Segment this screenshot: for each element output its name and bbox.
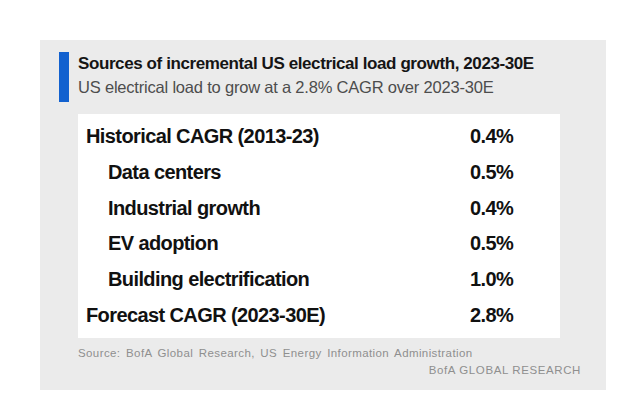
row-label: Historical CAGR (2013-23) [78,125,470,148]
exhibit-title: Sources of incremental US electrical loa… [78,52,534,76]
table-row: EV adoption0.5% [78,226,560,262]
row-label: Industrial growth [78,197,470,220]
row-value: 0.4% [470,197,560,220]
row-value: 0.4% [470,125,560,148]
table-row: Data centers0.5% [78,155,560,191]
table-row: Historical CAGR (2013-23)0.4% [78,119,560,155]
source-note: Source: BofA Global Research, US Energy … [78,347,473,359]
exhibit-header: Sources of incremental US electrical loa… [59,52,534,102]
row-label: Building electrification [78,268,470,291]
row-label: Data centers [78,161,470,184]
cagr-table: Historical CAGR (2013-23)0.4%Data center… [78,114,560,338]
exhibit-subtitle: US electrical load to grow at a 2.8% CAG… [78,76,534,99]
row-label: Forecast CAGR (2023-30E) [78,304,470,327]
row-value: 0.5% [470,232,560,255]
table-row: Industrial growth0.4% [78,190,560,226]
table-row: Forecast CAGR (2023-30E)2.8% [78,297,560,333]
accent-bar [59,52,69,102]
exhibit-card: Sources of incremental US electrical loa… [40,40,606,390]
row-value: 0.5% [470,161,560,184]
table-row: Building electrification1.0% [78,262,560,298]
row-label: EV adoption [78,232,470,255]
row-value: 1.0% [470,268,560,291]
row-value: 2.8% [470,304,560,327]
page-background: Sources of incremental US electrical loa… [0,0,640,419]
brand-label: BofA GLOBAL RESEARCH [429,364,581,376]
title-block: Sources of incremental US electrical loa… [78,52,534,99]
